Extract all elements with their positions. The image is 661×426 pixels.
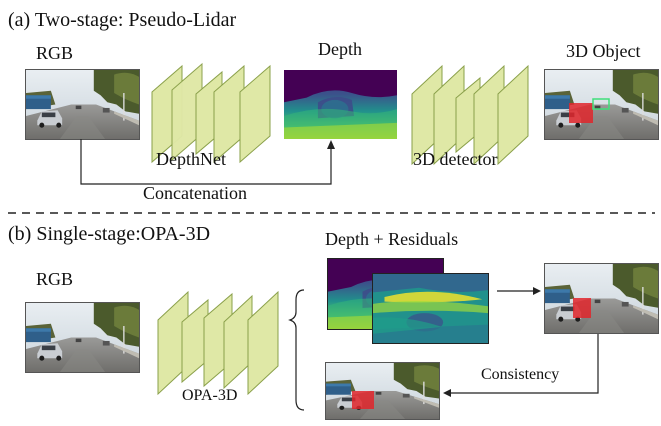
rgb-image-a	[25, 69, 140, 140]
depth-residuals-label: Depth + Residuals	[325, 229, 459, 249]
object-label-a: 3D Object	[566, 41, 641, 61]
rgb-label-b: RGB	[36, 269, 74, 289]
projected-image-b	[325, 362, 440, 420]
rgb-label-a: RGB	[36, 43, 74, 63]
depth-label-a: Depth	[318, 39, 362, 59]
section-b-title: (b) Single-stage:OPA-3D	[8, 223, 211, 245]
opa3d-label: OPA-3D	[182, 387, 238, 404]
consistency-label: Consistency	[481, 366, 560, 383]
concatenation-label: Concatenation	[143, 183, 247, 203]
detection-image-b	[544, 263, 659, 334]
depth-map-a	[284, 70, 397, 139]
section-a-title: (a) Two-stage: Pseudo-Lidar	[8, 9, 237, 31]
detector-label: 3D detector	[413, 149, 498, 169]
depthnet-label: DepthNet	[156, 149, 226, 169]
rgb-image-b	[25, 302, 140, 373]
detection-image-a	[544, 69, 659, 140]
residual-map-b	[372, 273, 489, 344]
